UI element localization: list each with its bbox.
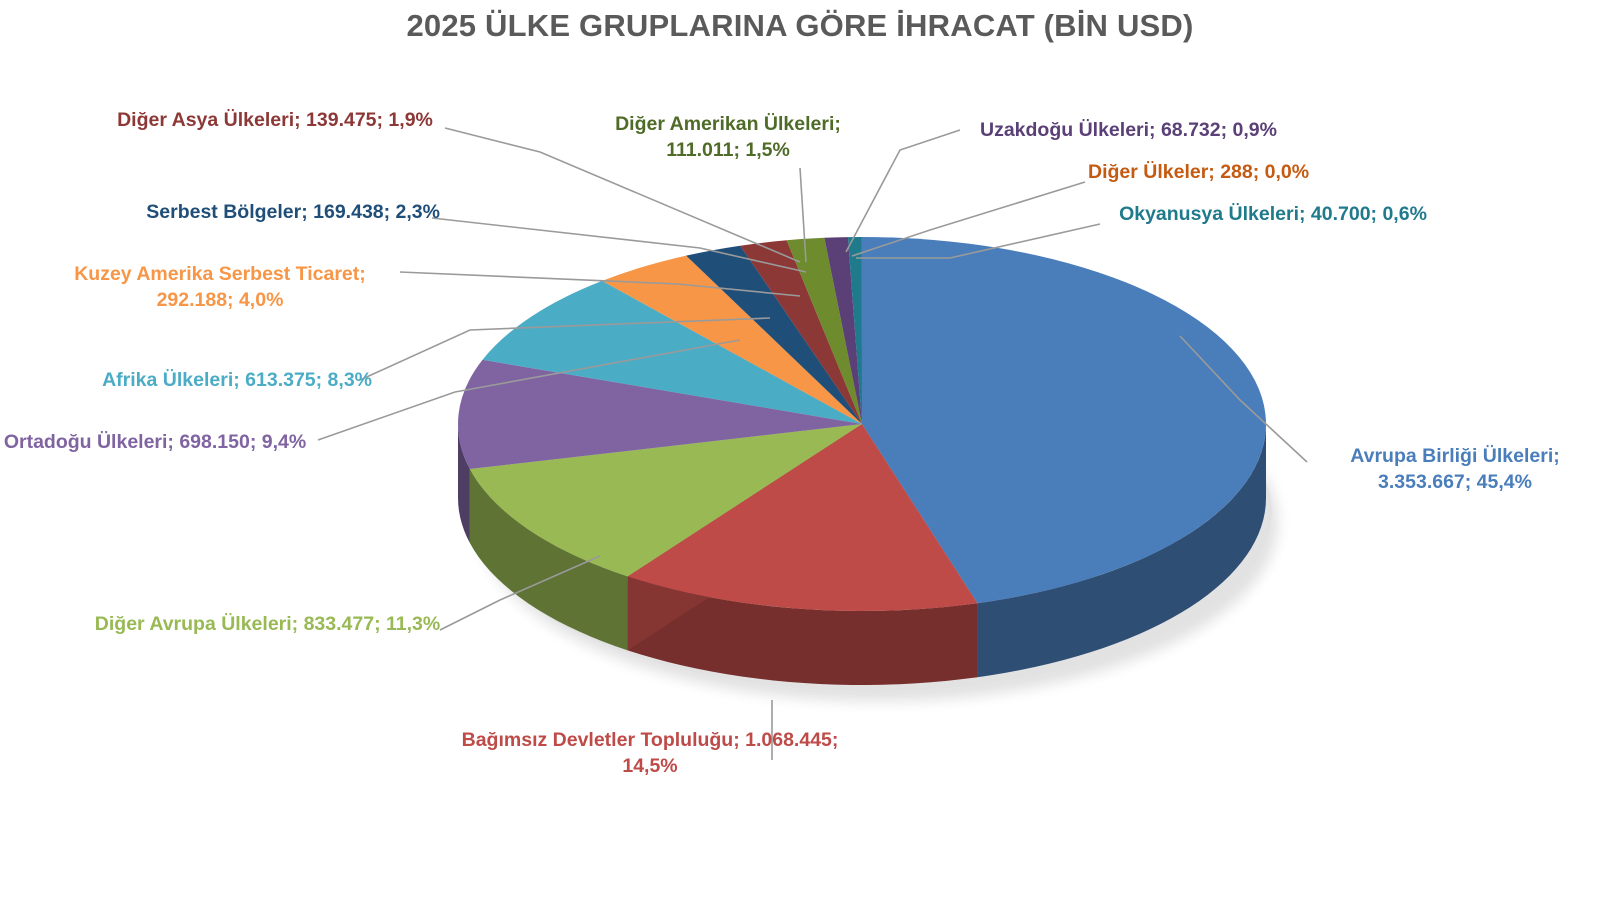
leader-line bbox=[399, 271, 801, 297]
pie-top-faces bbox=[457, 237, 1266, 611]
slice-label-diger-avrupa: Diğer Avrupa Ülkeleri; 833.477; 11,3% bbox=[94, 613, 441, 635]
pie-slice[interactable] bbox=[602, 255, 862, 424]
pie-slice[interactable] bbox=[457, 359, 862, 470]
slice-label-bagimsiz-devletler: Bağımsız Devletler Topluluğu; 1.068.445;… bbox=[461, 729, 839, 777]
slice-label-ortadogu: Ortadoğu Ülkeleri; 698.150; 9,4% bbox=[3, 431, 307, 453]
leader-line bbox=[439, 555, 601, 631]
leader-line bbox=[444, 127, 801, 263]
slice-label-diger-ulkeler: Diğer Ülkeler; 288; 0,0% bbox=[1088, 161, 1310, 183]
slice-label-kuzey-amerika: Kuzey Amerika Serbest Ticaret; 292.188; … bbox=[74, 263, 366, 311]
pie-slice[interactable] bbox=[469, 424, 862, 577]
slice-label-diger-amerikan: Diğer Amerikan Ülkeleri; 111.011; 1,5% bbox=[615, 113, 841, 161]
pie-slice[interactable] bbox=[686, 245, 862, 424]
slice-label-serbest-bolgeler: Serbest Bölgeler; 169.438; 2,3% bbox=[146, 201, 440, 223]
pie-slice[interactable] bbox=[847, 237, 862, 424]
pie-slice[interactable] bbox=[786, 237, 862, 424]
leader-lines bbox=[317, 127, 1308, 760]
chart-title: 2025 ÜLKE GRUPLARINA GÖRE İHRACAT (BİN U… bbox=[406, 8, 1194, 43]
leader-line bbox=[317, 339, 741, 441]
leader-line bbox=[359, 317, 771, 381]
leader-line bbox=[431, 217, 807, 273]
leader-line bbox=[845, 129, 961, 253]
leader-line bbox=[1179, 335, 1308, 463]
slice-label-okyanusya: Okyanusya Ülkeleri; 40.700; 0,6% bbox=[1119, 203, 1427, 225]
slice-label-uzakdogu: Uzakdoğu Ülkeleri; 68.732; 0,9% bbox=[980, 119, 1277, 141]
slice-label-afrika: Afrika Ülkeleri; 613.375; 8,3% bbox=[102, 369, 372, 391]
leader-line bbox=[851, 181, 1086, 257]
leader-line bbox=[856, 223, 1101, 259]
pie-slice[interactable] bbox=[862, 237, 1266, 604]
pie-slice[interactable] bbox=[627, 424, 978, 611]
leader-line bbox=[799, 167, 807, 263]
slice-label-avrupa-birligi: Avrupa Birliği Ülkeleri; 3.353.667; 45,4… bbox=[1350, 445, 1560, 493]
pie-slice[interactable] bbox=[740, 240, 862, 424]
slice-label-diger-asya: Diğer Asya Ülkeleri; 139.475; 1,9% bbox=[117, 109, 433, 131]
pie-slice[interactable] bbox=[824, 237, 862, 424]
